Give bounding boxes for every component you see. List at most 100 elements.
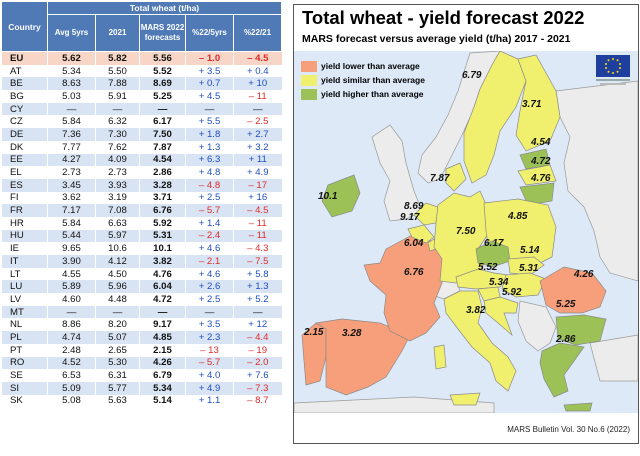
cell-forecast: 3.71 (139, 191, 186, 205)
table-row: FI 3.62 3.19 3.71 + 2.5 + 16 (1, 191, 282, 205)
cell-avg5: 7.77 (47, 140, 96, 154)
cell-forecast: 3.28 (139, 178, 186, 192)
cell-avg5: — (47, 305, 96, 319)
cell-pct5: + 2.3 (185, 331, 234, 344)
turkey-land (589, 334, 638, 382)
table-row: SE 6.53 6.31 6.79 + 4.0 + 7.6 (1, 369, 282, 382)
cell-y2021: 4.12 (95, 255, 140, 268)
value-label-be: 8.69 (404, 201, 424, 212)
cell-pct5: + 3.5 (185, 318, 234, 332)
cell-avg5: 3.62 (47, 191, 96, 205)
cell-pct21: – 7.3 (232, 381, 282, 395)
cell-avg5: 7.17 (47, 204, 96, 217)
table-row: DK 7.77 7.62 7.87 + 1.3 + 3.2 (1, 140, 282, 154)
cell-pct21: – 4.3 (232, 242, 282, 255)
table-row: BG 5.03 5.91 5.25 + 4.5– 11 (1, 90, 282, 103)
cell-avg5: 4.52 (47, 356, 96, 370)
cell-forecast: 2.86 (139, 166, 186, 179)
cell-pct5: – 1.0 (185, 51, 234, 65)
cell-forecast: 5.14 (139, 394, 186, 408)
cell-pct5: + 4.6 (185, 242, 234, 255)
cell-y2021: 5.97 (95, 229, 140, 243)
cell-pct21: + 12 (232, 318, 282, 332)
map-credit: MARS Bulletin Vol. 30 No.6 (2022) (507, 425, 630, 434)
non-eu-land (294, 51, 638, 413)
cell-pct5: + 4.0 (185, 369, 234, 382)
cell-country: HR (1, 216, 48, 230)
table-row: BE 8.63 7.88 8.69 + 0.7 + 10 (1, 77, 282, 91)
cell-pct21: – 11 (232, 216, 282, 230)
cell-avg5: 9.65 (47, 242, 96, 255)
cell-country: AT (1, 64, 48, 78)
cell-pct5: – 4.8 (185, 178, 234, 192)
cell-pct5: — (185, 305, 234, 319)
cell-pct5: – 2.1 (185, 255, 234, 268)
legend-swatch-higher (301, 89, 317, 100)
table-row: LU 5.89 5.96 6.04 + 2.6 + 1.3 (1, 280, 282, 294)
cell-forecast: 6.79 (139, 369, 186, 382)
cell-forecast: 4.85 (139, 331, 186, 344)
region-dk (445, 162, 467, 192)
cell-pct21: – 19 (232, 343, 282, 357)
cell-y2021: 5.77 (95, 381, 140, 395)
header-group-total-wheat: Total wheat (t/ha) (46, 1, 283, 15)
table-row: LT 4.55 4.50 4.76 + 4.6 + 5.8 (1, 267, 282, 281)
cell-y2021: 2.65 (95, 343, 140, 357)
table-row: HR 5.84 6.63 5.92 + 1.4– 11 (1, 216, 282, 230)
cell-y2021: 5.07 (95, 331, 140, 344)
legend-label-higher: yield higher than average (321, 89, 424, 99)
cell-forecast: 5.92 (139, 216, 186, 230)
cell-avg5: 4.60 (47, 293, 96, 306)
cell-pct5: + 1.8 (185, 128, 234, 141)
cell-forecast: 4.26 (139, 356, 186, 370)
table-row: RO 4.52 5.30 4.26– 5.7– 2.0 (1, 356, 282, 370)
table-row: MT — — — — — (1, 305, 282, 319)
cell-forecast: 10.1 (139, 242, 186, 255)
cell-y2021: — (95, 305, 140, 319)
value-label-ee: 4.54 (530, 137, 551, 148)
cell-forecast: 5.25 (139, 90, 186, 103)
cell-y2021: 10.6 (95, 242, 140, 255)
value-label-at: 5.52 (478, 262, 498, 273)
cell-pct5: – 5.7 (185, 356, 234, 370)
cell-pct5: + 5.5 (185, 115, 234, 129)
region-bg (555, 314, 607, 346)
value-label-fr: 6.76 (404, 267, 424, 278)
cell-pct21: – 17 (232, 178, 282, 192)
cell-country: FR (1, 204, 48, 217)
cell-y2021: 4.09 (95, 153, 140, 167)
cell-avg5: 5.09 (47, 381, 96, 395)
cell-country: SK (1, 394, 48, 408)
cell-forecast: 2.15 (139, 343, 186, 357)
cell-y2021: 6.31 (95, 369, 140, 382)
africa-land (294, 396, 495, 413)
cell-y2021: 8.20 (95, 318, 140, 332)
cell-avg5: 8.86 (47, 318, 96, 332)
value-label-pl: 4.85 (507, 211, 528, 222)
value-labels: 10.1 2.15 3.28 6.76 8.699.17 6.04 7.50 7.87 6.79… (303, 70, 594, 345)
cell-forecast: 7.50 (139, 128, 186, 141)
cell-y2021: 6.32 (95, 115, 140, 129)
cell-forecast: 5.34 (139, 381, 186, 395)
cell-forecast: 5.31 (139, 229, 186, 243)
cell-pct5: — (185, 102, 234, 116)
cell-pct21: – 7.5 (232, 255, 282, 268)
value-label-cz: 6.17 (484, 238, 504, 249)
region-fi (515, 54, 561, 152)
cell-forecast: 4.76 (139, 267, 186, 281)
cell-country: SI (1, 381, 48, 395)
cell-y2021: 3.93 (95, 178, 140, 192)
table-row: ES 3.45 3.93 3.28– 4.8– 17 (1, 178, 282, 192)
cell-pct21: – 11 (232, 90, 282, 103)
cell-forecast: 5.56 (139, 51, 186, 65)
cell-country: SE (1, 369, 48, 382)
cell-pct21: + 0.4 (232, 64, 282, 78)
cell-country: DE (1, 128, 48, 141)
legend-swatch-lower (301, 61, 317, 72)
cell-pct21: + 5.8 (232, 267, 282, 281)
table-row: EL 2.73 2.73 2.86 + 4.8 + 4.9 (1, 166, 282, 179)
value-label-bg: 5.25 (556, 299, 576, 310)
value-label-sk: 5.14 (520, 245, 540, 256)
cell-country: LV (1, 293, 48, 306)
cell-pct5: + 1.4 (185, 216, 234, 230)
